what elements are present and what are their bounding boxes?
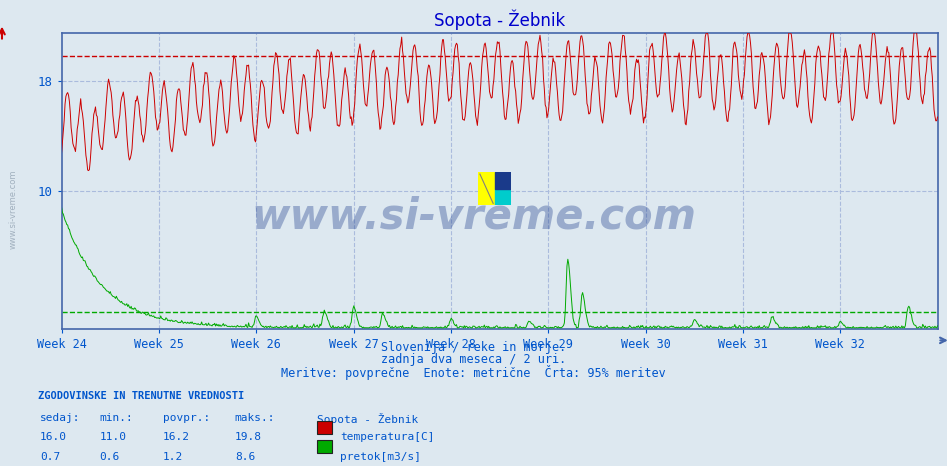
- Text: temperatura[C]: temperatura[C]: [340, 432, 435, 442]
- Text: 16.0: 16.0: [40, 432, 67, 442]
- Text: www.si-vreme.com: www.si-vreme.com: [9, 170, 18, 249]
- Text: Slovenija / reke in morje.: Slovenija / reke in morje.: [381, 341, 566, 354]
- Text: maks.:: maks.:: [235, 413, 276, 423]
- Text: min.:: min.:: [99, 413, 134, 423]
- Text: www.si-vreme.com: www.si-vreme.com: [251, 196, 696, 238]
- Text: 8.6: 8.6: [235, 452, 255, 462]
- Text: ZGODOVINSKE IN TRENUTNE VREDNOSTI: ZGODOVINSKE IN TRENUTNE VREDNOSTI: [38, 391, 244, 400]
- Title: Sopota - Žebnik: Sopota - Žebnik: [434, 9, 565, 30]
- Bar: [478, 172, 495, 205]
- Text: povpr.:: povpr.:: [163, 413, 210, 423]
- Text: 1.2: 1.2: [163, 452, 183, 462]
- Bar: [495, 172, 511, 189]
- Text: pretok[m3/s]: pretok[m3/s]: [340, 452, 421, 462]
- Text: 0.6: 0.6: [99, 452, 119, 462]
- Text: 19.8: 19.8: [235, 432, 262, 442]
- Text: zadnja dva meseca / 2 uri.: zadnja dva meseca / 2 uri.: [381, 353, 566, 366]
- Text: 16.2: 16.2: [163, 432, 190, 442]
- Text: sedaj:: sedaj:: [40, 413, 80, 423]
- Text: 11.0: 11.0: [99, 432, 127, 442]
- Text: Meritve: povprečne  Enote: metrične  Črta: 95% meritev: Meritve: povprečne Enote: metrične Črta:…: [281, 365, 666, 380]
- Text: 0.7: 0.7: [40, 452, 60, 462]
- Text: Sopota - Žebnik: Sopota - Žebnik: [317, 413, 419, 425]
- Bar: [495, 189, 511, 205]
